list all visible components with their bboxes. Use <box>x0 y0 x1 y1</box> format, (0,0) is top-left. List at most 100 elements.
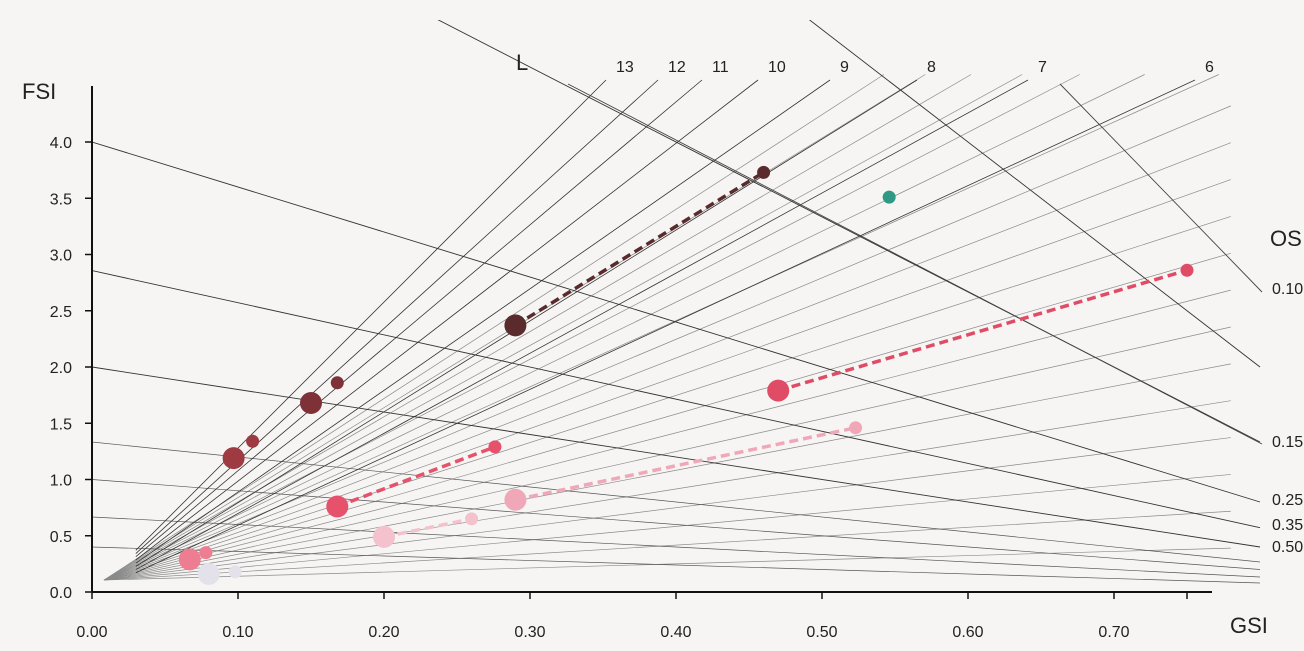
diagonal-line <box>567 83 1263 445</box>
data-point <box>246 434 260 448</box>
ray-line <box>103 510 1231 581</box>
data-point <box>757 165 771 179</box>
osr-label: 0.15 <box>1272 434 1303 451</box>
y-tick-label: 2.0 <box>50 360 72 377</box>
osr-label: 0.10 <box>1272 281 1303 298</box>
series-connector <box>336 445 496 509</box>
series-connector <box>514 170 765 327</box>
ray-line <box>103 547 1231 581</box>
l-line <box>135 79 759 561</box>
l-label: 8 <box>927 59 936 76</box>
osr-label: 0.25 <box>1272 492 1303 509</box>
osr-line <box>92 270 1261 529</box>
l-line <box>135 79 831 564</box>
data-point <box>767 379 790 402</box>
l-line <box>135 79 1196 574</box>
osr-axis-label: OS <box>1270 226 1302 251</box>
series-connector <box>383 517 472 539</box>
l-label: 11 <box>712 59 729 76</box>
ray-line <box>103 400 1231 581</box>
data-point <box>178 548 201 571</box>
data-point <box>1180 263 1194 277</box>
osr-label: 0.35 <box>1272 517 1303 534</box>
l-label: 9 <box>840 59 849 76</box>
l-label: 7 <box>1038 59 1047 76</box>
l-line <box>135 79 607 551</box>
ray-line <box>103 74 1080 581</box>
x-tick-label: 0.60 <box>952 624 983 641</box>
ray-line <box>103 105 1231 581</box>
l-label: 13 <box>616 59 634 76</box>
osr-line <box>92 366 1261 548</box>
ray-line <box>103 289 1231 581</box>
data-point <box>488 440 502 454</box>
ray-line <box>103 437 1231 581</box>
y-tick-label: 3.5 <box>50 191 72 208</box>
ray-line <box>103 142 1231 581</box>
data-point <box>504 314 527 337</box>
x-tick-label: 0.70 <box>1098 624 1129 641</box>
data-point <box>300 392 322 414</box>
data-point <box>222 447 245 470</box>
l-label: 6 <box>1205 59 1214 76</box>
osr-label: 0.50 <box>1272 539 1303 556</box>
y-tick-label: 3.0 <box>50 248 72 265</box>
data-point <box>199 546 213 560</box>
data-point <box>849 421 863 435</box>
ray-line <box>103 74 972 581</box>
ray-line <box>103 74 1145 581</box>
x-tick-label: 0.30 <box>514 624 545 641</box>
osr-line <box>92 516 1261 578</box>
data-point <box>373 525 395 548</box>
x-tick-label: 0.00 <box>76 624 107 641</box>
osr-line <box>92 141 1261 503</box>
osr-line <box>92 441 1261 563</box>
l-line <box>135 79 703 558</box>
ray-line <box>103 74 1023 581</box>
data-point <box>228 565 242 579</box>
series-connector <box>777 268 1188 393</box>
data-series <box>178 165 1194 585</box>
osr-line <box>808 20 1261 368</box>
ray-line <box>103 179 1231 581</box>
osr-line <box>92 479 1261 570</box>
tick-labels: 0.10 0.15 0.25 0.35 0.50 13 12 11 10 9 8 7 6 0.00 0.10… <box>50 59 1303 641</box>
ray-line <box>103 474 1231 581</box>
data-point <box>465 512 479 526</box>
l-line <box>135 79 1029 570</box>
data-point <box>882 190 896 204</box>
x-tick-label: 0.50 <box>806 624 837 641</box>
x-tick-label: 0.40 <box>660 624 691 641</box>
y-tick-label: 1.5 <box>50 416 72 433</box>
y-tick-label: 0.0 <box>50 585 72 602</box>
ray-line <box>103 363 1231 581</box>
axes: FSI GSI L OS <box>22 50 1302 638</box>
x-tick-label: 0.20 <box>368 624 399 641</box>
l-line <box>135 79 659 554</box>
grid-lines <box>92 20 1263 584</box>
ray-line <box>103 74 1219 581</box>
l-axis-label: L <box>516 50 528 75</box>
y-axis-label: FSI <box>22 79 56 104</box>
y-tick-label: 2.5 <box>50 304 72 321</box>
ray-line <box>103 326 1231 581</box>
data-point <box>326 495 349 518</box>
y-tick-label: 4.0 <box>50 135 72 152</box>
data-point <box>330 376 344 390</box>
ray-line <box>103 252 1231 581</box>
ray-line <box>103 216 1231 581</box>
ray-line <box>103 74 885 581</box>
x-tick-label: 0.10 <box>222 624 253 641</box>
series-connector <box>515 426 856 502</box>
y-tick-label: 1.0 <box>50 473 72 490</box>
diagonal-line <box>1059 83 1263 293</box>
l-label: 10 <box>768 59 786 76</box>
l-line <box>135 79 918 567</box>
y-tick-label: 0.5 <box>50 529 72 546</box>
data-point <box>504 488 527 511</box>
l-label: 12 <box>668 59 686 76</box>
data-point <box>197 563 220 585</box>
x-axis-label: GSI <box>1230 613 1268 638</box>
osr-line <box>92 546 1261 584</box>
